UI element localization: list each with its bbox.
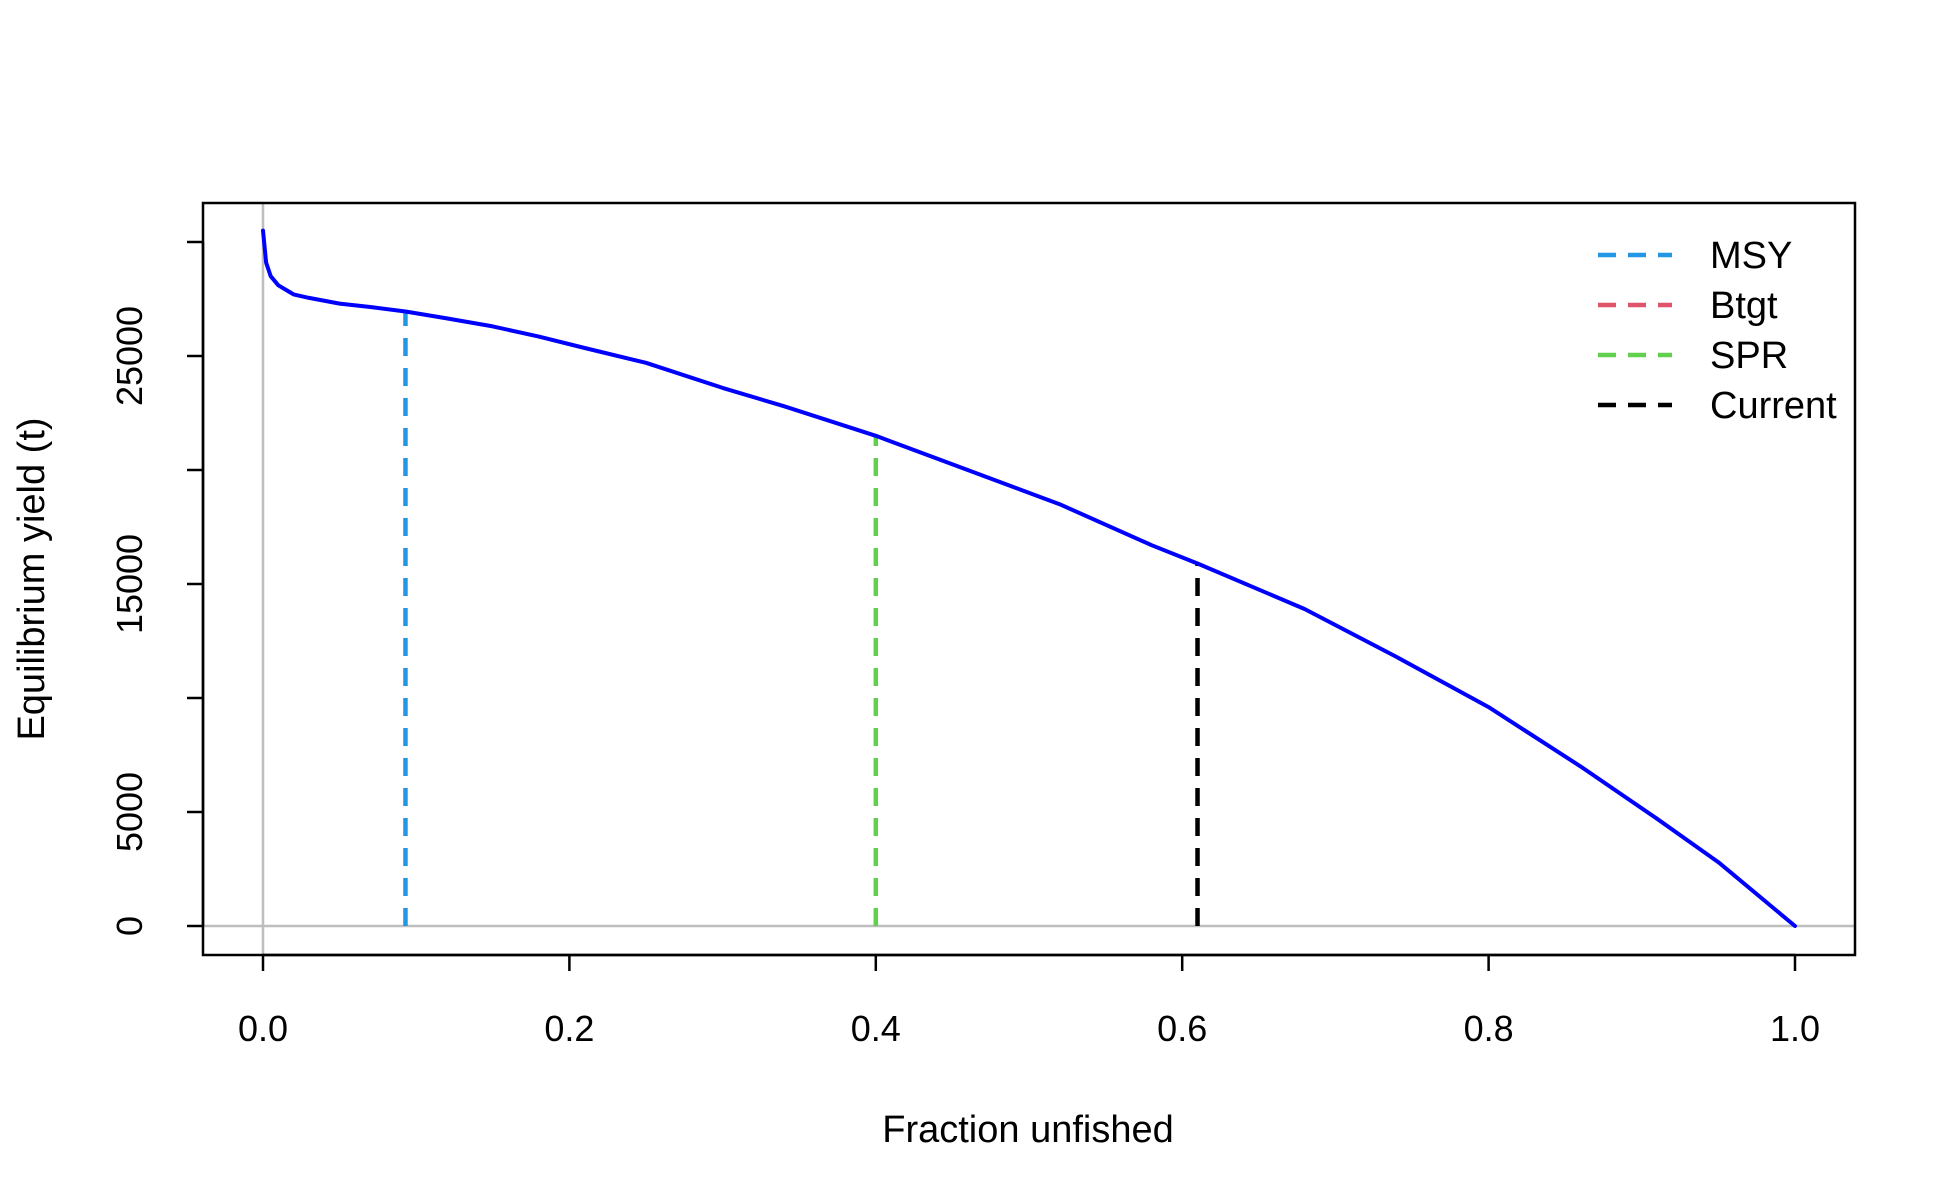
legend: MSY Btgt SPR Current	[1598, 235, 1837, 427]
legend-label: Current	[1710, 385, 1837, 427]
legend-entry-spr: SPR	[1598, 335, 1788, 377]
x-axis: 0.0 0.2 0.4 0.6 0.8 1.0	[238, 953, 1820, 1049]
legend-label: MSY	[1710, 235, 1792, 277]
legend-entry-msy: MSY	[1598, 235, 1792, 277]
x-tick-label: 0.8	[1464, 1008, 1514, 1049]
legend-entry-btgt: Btgt	[1598, 285, 1778, 327]
x-tick-label: 0.4	[851, 1008, 901, 1049]
y-tick-label: 25000	[109, 306, 150, 406]
x-tick-label: 0.2	[544, 1008, 594, 1049]
legend-label: SPR	[1710, 335, 1788, 377]
y-tick-label: 15000	[109, 534, 150, 634]
x-axis-title: Fraction unfished	[882, 1109, 1174, 1151]
y-axis: 0 5000 15000 25000	[109, 240, 205, 936]
series-line-0	[261, 228, 1797, 928]
x-tick-label: 0.6	[1157, 1008, 1207, 1049]
y-tick-label: 5000	[109, 772, 150, 852]
y-axis-title: Equilibrium yield (t)	[11, 417, 53, 740]
reference-lines	[203, 203, 1855, 955]
x-tick-label: 1.0	[1770, 1008, 1820, 1049]
plot-frame	[201, 201, 1857, 957]
reference-vlines	[403, 311, 1200, 926]
y-tick-label: 0	[109, 916, 150, 936]
legend-entry-current: Current	[1598, 385, 1837, 427]
x-tick-label: 0.0	[238, 1008, 288, 1049]
series-layer	[261, 228, 1797, 928]
legend-label: Btgt	[1710, 285, 1778, 327]
